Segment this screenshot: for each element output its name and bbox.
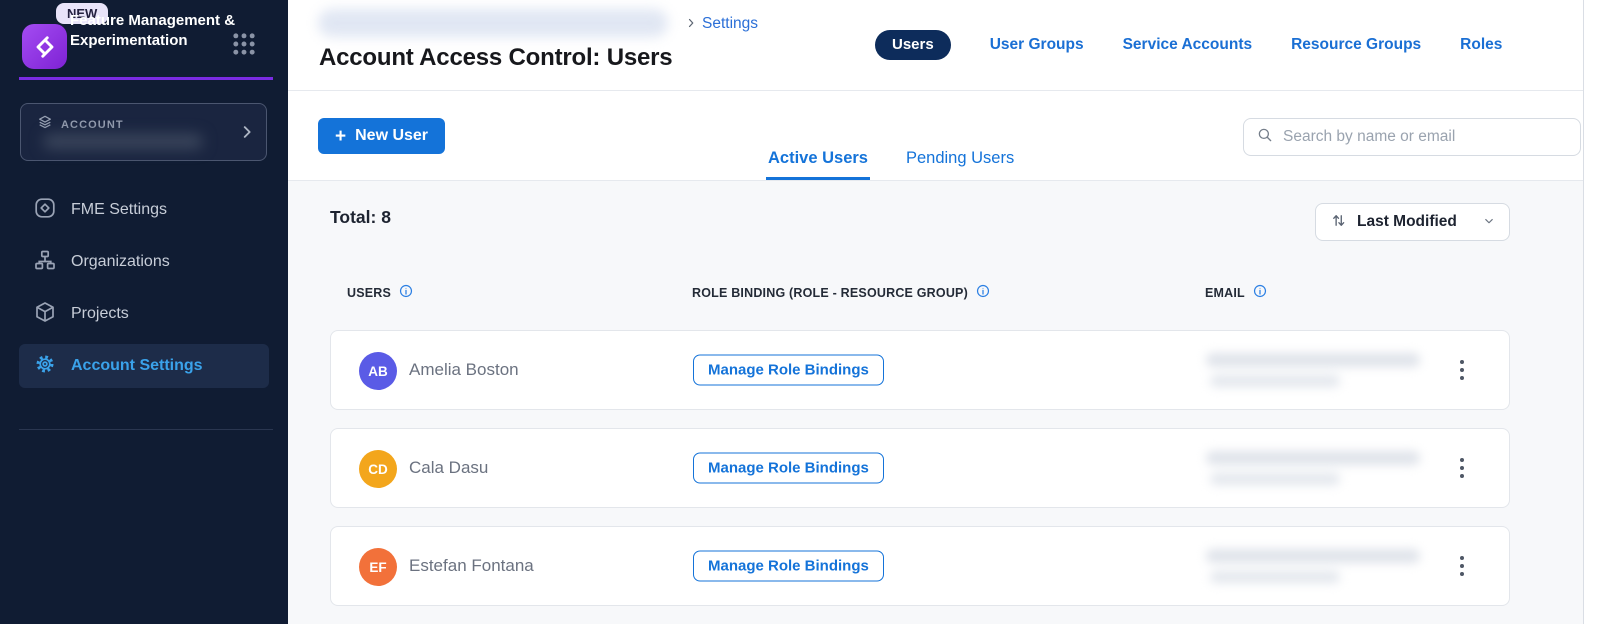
sidebar-item-organizations[interactable]: Organizations — [19, 240, 269, 284]
page-header: Settings Account Access Control: Users U… — [288, 0, 1583, 91]
access-control-nav: Users User Groups Service Accounts Resou… — [875, 30, 1502, 60]
avatar-initials: CD — [368, 461, 388, 477]
table-row: AB Amelia Boston Manage Role Bindings — [330, 330, 1510, 410]
sidebar: NEW Feature Management & Experimentation — [0, 0, 288, 624]
avatar: AB — [359, 352, 397, 390]
page-title: Account Access Control: Users — [319, 44, 673, 71]
sort-arrows-icon — [1329, 211, 1348, 233]
info-icon[interactable] — [1252, 283, 1268, 302]
search-icon — [1256, 126, 1274, 149]
user-name: Cala Dasu — [409, 458, 489, 477]
email-redacted — [1206, 543, 1426, 591]
sort-label: Last Modified — [1357, 213, 1457, 230]
users-table-section: Total: 8 Last Modified USERS — [288, 181, 1583, 624]
cube-icon — [33, 300, 57, 329]
sidebar-item-projects[interactable]: Projects — [19, 292, 269, 336]
email-redacted — [1206, 445, 1426, 493]
table-row: CD Cala Dasu Manage Role Bindings — [330, 428, 1510, 508]
sidebar-item-label: Projects — [71, 305, 129, 322]
search-box[interactable] — [1243, 118, 1581, 156]
info-icon[interactable] — [975, 283, 991, 302]
sidebar-menu: FME Settings Organizations — [19, 188, 269, 396]
column-header-users: USERS — [347, 283, 414, 302]
sidebar-item-fme-settings[interactable]: FME Settings — [19, 188, 269, 232]
column-header-role-binding: ROLE BINDING (ROLE - RESOURCE GROUP) — [692, 283, 991, 302]
total-label: Total: — [330, 207, 377, 227]
avatar: EF — [359, 548, 397, 586]
total-value: 8 — [381, 207, 391, 227]
chevron-down-icon — [1482, 214, 1496, 231]
column-header-label: ROLE BINDING (ROLE - RESOURCE GROUP) — [692, 285, 968, 300]
user-state-tabs: Active Users Pending Users — [766, 143, 1016, 180]
avatar: CD — [359, 450, 397, 488]
nav-resource-groups[interactable]: Resource Groups — [1291, 36, 1422, 53]
account-selector[interactable]: ACCOUNT — [20, 103, 267, 161]
new-user-button[interactable]: + New User — [318, 118, 446, 154]
app-right-border — [1583, 0, 1584, 624]
manage-role-bindings-button[interactable]: Manage Role Bindings — [693, 354, 884, 386]
new-user-button-label: New User — [355, 127, 429, 144]
layers-icon — [37, 114, 53, 135]
table-row: EF Estefan Fontana Manage Role Bindings — [330, 526, 1510, 606]
kebab-menu-button[interactable] — [1451, 452, 1473, 484]
total-count: Total: 8 — [330, 207, 391, 228]
org-chart-icon — [33, 248, 57, 277]
column-header-label: USERS — [347, 285, 392, 300]
manage-role-bindings-button[interactable]: Manage Role Bindings — [693, 452, 884, 484]
user-name: Amelia Boston — [409, 360, 519, 379]
nav-service-accounts[interactable]: Service Accounts — [1122, 36, 1253, 53]
user-name: Estefan Fontana — [409, 556, 534, 575]
account-label: ACCOUNT — [61, 118, 124, 131]
sidebar-item-label: FME Settings — [71, 201, 168, 218]
search-input[interactable] — [1283, 128, 1568, 146]
column-header-label: EMAIL — [1205, 285, 1245, 300]
column-header-email: EMAIL — [1205, 283, 1268, 302]
email-redacted — [1206, 347, 1426, 395]
split-logo-outline-icon — [33, 196, 57, 225]
sidebar-item-label: Account Settings — [71, 357, 203, 374]
kebab-menu-button[interactable] — [1451, 550, 1473, 582]
sidebar-divider — [19, 429, 273, 430]
nav-user-groups[interactable]: User Groups — [989, 36, 1084, 53]
avatar-initials: EF — [369, 559, 387, 575]
breadcrumb-settings-link[interactable]: Settings — [702, 15, 759, 32]
product-title: Feature Management & Experimentation — [70, 12, 236, 50]
sidebar-item-account-settings[interactable]: Account Settings — [19, 344, 269, 388]
breadcrumb-redacted — [318, 9, 668, 37]
new-badge: NEW — [56, 3, 109, 24]
sort-dropdown[interactable]: Last Modified — [1315, 203, 1510, 241]
nav-users[interactable]: Users — [875, 30, 951, 60]
info-icon[interactable] — [398, 283, 414, 302]
plus-icon: + — [335, 125, 347, 147]
nav-roles[interactable]: Roles — [1460, 36, 1503, 53]
product-logo-icon — [22, 24, 67, 69]
breadcrumb-chevron-icon — [684, 16, 698, 35]
app-switcher-grid-icon[interactable] — [229, 30, 259, 60]
toolbar: + New User Active Users Pending Users — [288, 91, 1583, 181]
avatar-initials: AB — [368, 363, 388, 379]
chevron-right-icon — [238, 123, 256, 146]
account-selector-header: ACCOUNT — [37, 114, 124, 135]
manage-role-bindings-button[interactable]: Manage Role Bindings — [693, 550, 884, 582]
sidebar-accent-rule — [19, 77, 273, 80]
account-name-redacted — [43, 134, 203, 149]
kebab-menu-button[interactable] — [1451, 354, 1473, 386]
gear-icon — [33, 352, 57, 381]
tab-pending-users[interactable]: Pending Users — [905, 149, 1015, 167]
sidebar-item-label: Organizations — [71, 253, 170, 270]
tab-active-users[interactable]: Active Users — [766, 143, 870, 180]
